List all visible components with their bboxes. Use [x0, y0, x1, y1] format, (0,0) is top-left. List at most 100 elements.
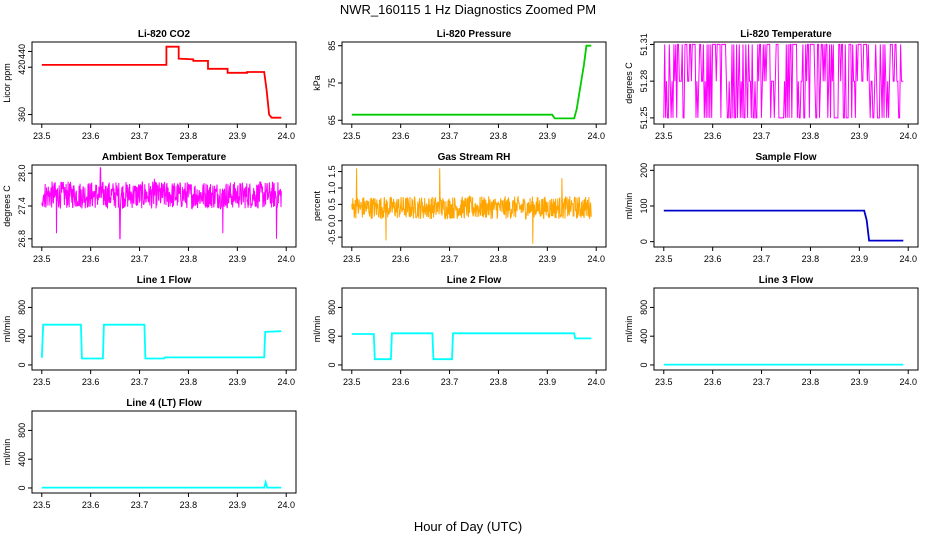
panel-8-ylabel: ml/min	[312, 316, 322, 343]
panel-7-ytick-label: 0	[17, 362, 27, 367]
panel-10-ytick-label: 0	[17, 485, 27, 490]
panel-6-xtick-label: 23.7	[753, 254, 771, 264]
panel-1-xtick-label: 23.7	[131, 131, 149, 141]
figure-title: NWR_160115 1 Hz Diagnostics Zoomed PM	[340, 2, 596, 17]
panel-5-ytick-label: 0.0	[327, 215, 337, 228]
panel-3-xtick-label: 23.8	[802, 131, 820, 141]
panel-2-frame	[341, 41, 607, 125]
panel-6-xtick-label: 23.5	[655, 254, 673, 264]
panel-9-xtick-label: 23.8	[802, 377, 820, 387]
panel-7-series-line	[40, 323, 282, 360]
panel-8: Line 2 Flow 23.5 23.6 23.7 23.8 23.9 24.0 0 400 8…	[312, 275, 607, 387]
panel-8-xtick-label: 24.0	[587, 377, 605, 387]
panel-3-title: Li-820 Temperature	[740, 29, 832, 40]
panel-7-ylabel: ml/min	[2, 316, 12, 343]
panel-1: Li-820 CO2 23.5 23.6 23.7 23.8 23.9 24.0 360 420…	[2, 29, 297, 141]
panel-7-xtick-label: 23.7	[131, 377, 149, 387]
panel-6-xtick-label: 23.9	[851, 254, 869, 264]
panel-9-ytick-label: 0	[639, 362, 649, 367]
x-axis-label: Hour of Day (UTC)	[414, 519, 522, 534]
panel-6-xtick-label: 24.0	[899, 254, 917, 264]
panel-8-xtick-label: 23.6	[392, 377, 410, 387]
panel-3-ytick-label: 51.25	[639, 107, 649, 130]
panel-6-title: Sample Flow	[755, 152, 816, 163]
panel-5-ytick-label: 0.5	[327, 198, 337, 211]
panel-3-xtick-label: 23.7	[753, 131, 771, 141]
panel-10-title: Line 4 (LT) Flow	[126, 398, 202, 409]
panel-2-ytick-label: 65	[327, 115, 337, 125]
panel-3-xtick-label: 23.6	[704, 131, 722, 141]
panel-1-xtick-label: 23.8	[180, 131, 198, 141]
panel-9-xtick-label: 23.5	[655, 377, 673, 387]
panel-8-ytick-label: 400	[327, 329, 337, 344]
panel-4-xtick-label: 24.0	[277, 254, 295, 264]
panel-4-ytick-label: 28.0	[17, 164, 27, 182]
panel-3-ytick-label: 51.28	[639, 70, 649, 93]
panel-7-ytick-label: 800	[17, 300, 27, 315]
panel-8-ytick-label: 0	[327, 362, 337, 367]
panel-1-ytick-label: 420	[17, 60, 27, 75]
panel-8-xtick-label: 23.9	[539, 377, 557, 387]
panel-1-ylabel: Licor ppm	[2, 63, 12, 103]
panel-5-title: Gas Stream RH	[438, 152, 511, 163]
panel-2-xtick-label: 23.6	[392, 131, 410, 141]
panel-3-xtick-label: 24.0	[899, 131, 917, 141]
panel-2-series-line	[351, 44, 592, 120]
panel-7-xtick-label: 23.9	[229, 377, 247, 387]
panel-7-xtick-label: 23.5	[33, 377, 51, 387]
panel-10-frame	[31, 410, 297, 494]
panel-10-xtick-label: 23.5	[33, 500, 51, 510]
panel-1-series-line	[41, 45, 282, 119]
panel-5-xtick-label: 23.9	[539, 254, 557, 264]
panel-5-ytick-label: 1.0	[327, 182, 337, 195]
panel-10-xtick-label: 23.8	[180, 500, 198, 510]
panel-5-ytick-label: 1.5	[327, 165, 337, 178]
panel-3-xtick-label: 23.9	[851, 131, 869, 141]
panel-8-xtick-label: 23.8	[490, 377, 508, 387]
panel-4-ytick-label: 26.8	[17, 230, 27, 248]
panel-4-xtick-label: 23.9	[229, 254, 247, 264]
panel-10: Line 4 (LT) Flow 23.5 23.6 23.7 23.8 23.9 24.0…	[2, 398, 297, 510]
panel-2-xtick-label: 23.8	[490, 131, 508, 141]
panel-10-ytick-label: 800	[17, 423, 27, 438]
panel-1-ytick-label: 440	[17, 44, 27, 59]
panel-2: Li-820 Pressure 23.5 23.6 23.7 23.8 23.9 24.0 6…	[312, 29, 607, 141]
panel-9-ylabel: ml/min	[624, 316, 634, 343]
panel-6-xtick-label: 23.6	[704, 254, 722, 264]
panel-5-xtick-label: 23.8	[490, 254, 508, 264]
panel-1-xtick-label: 23.6	[82, 131, 100, 141]
panel-9-title: Line 3 Flow	[759, 275, 814, 286]
panel-5-xtick-label: 23.7	[441, 254, 459, 264]
panel-7-xtick-label: 24.0	[277, 377, 295, 387]
panel-5-xtick-label: 24.0	[587, 254, 605, 264]
panel-9-xtick-label: 23.6	[704, 377, 722, 387]
panel-6-ylabel: ml/min	[624, 193, 634, 220]
panel-4: Ambient Box Temperature 23.5 23.6 23.7 23.8 2…	[2, 152, 297, 264]
panel-7-ytick-label: 400	[17, 329, 27, 344]
panel-6-xtick-label: 23.8	[802, 254, 820, 264]
panel-8-title: Line 2 Flow	[447, 275, 502, 286]
panel-9-ytick-label: 800	[639, 300, 649, 315]
panel-4-xtick-label: 23.6	[82, 254, 100, 264]
panel-6-ytick-label: 200	[639, 163, 649, 178]
panel-4-ylabel: degrees C	[2, 185, 12, 227]
panel-10-ylabel: ml/min	[2, 439, 12, 466]
panel-1-frame	[31, 41, 297, 125]
panel-3-series-line	[663, 43, 904, 119]
panel-6: Sample Flow 23.5 23.6 23.7 23.8 23.9 24.0 0 100 2…	[624, 152, 919, 264]
panel-8-series-line	[351, 332, 592, 361]
panel-2-title: Li-820 Pressure	[437, 29, 512, 40]
panel-2-ytick-label: 75	[327, 78, 337, 88]
panel-7-xtick-label: 23.6	[82, 377, 100, 387]
panel-2-xtick-label: 23.9	[539, 131, 557, 141]
panel-5: Gas Stream RH 23.5 23.6 23.7 23.8 23.9 24.0 -0.…	[312, 152, 607, 264]
panel-5-ytick-label: -0.5	[327, 229, 337, 245]
panel-1-title: Li-820 CO2	[138, 29, 191, 40]
panel-4-xtick-label: 23.7	[131, 254, 149, 264]
panel-1-ytick-label: 360	[17, 107, 27, 122]
panel-8-xtick-label: 23.7	[441, 377, 459, 387]
panel-2-xtick-label: 24.0	[587, 131, 605, 141]
panel-8-xtick-label: 23.5	[343, 377, 361, 387]
panel-4-title: Ambient Box Temperature	[102, 152, 227, 163]
